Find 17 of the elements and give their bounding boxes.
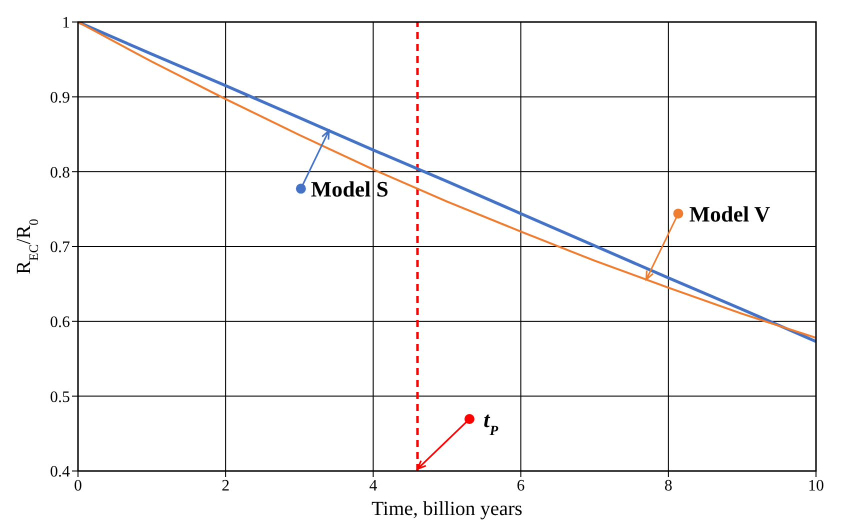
y-tick-label: 0.4 <box>50 464 70 481</box>
y-tick-label: 0.9 <box>50 90 70 107</box>
x-tick-label: 10 <box>808 477 824 494</box>
y-tick-label: 1 <box>62 14 70 32</box>
x-tick-label: 4 <box>369 477 378 494</box>
y-tick-label: 0.5 <box>50 388 70 406</box>
y-tick-label: 0.8 <box>50 164 70 182</box>
legend-label: Model V <box>689 202 770 227</box>
ref-line-label: t$_{P}$ <box>483 407 499 438</box>
x-tick-label: 6 <box>516 477 525 494</box>
x-axis-title: Time, billion years <box>372 498 523 520</box>
x-tick-label: 0 <box>74 477 82 494</box>
legend-label: Model S <box>310 176 389 202</box>
y-tick-label: 0.6 <box>50 314 70 332</box>
y-tick-label: 0.7 <box>50 239 70 256</box>
x-tick-label: 8 <box>664 477 672 494</box>
x-tick-label: 2 <box>222 477 230 494</box>
